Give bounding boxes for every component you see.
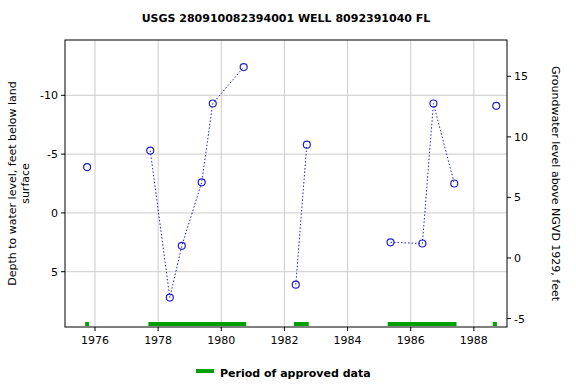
approved-period (85, 322, 89, 326)
plot-background (65, 40, 507, 327)
x-grid (347, 40, 348, 327)
y2-tick (507, 76, 511, 77)
y2-tick-label: 10 (514, 131, 528, 144)
y-tick (61, 95, 65, 96)
x-tick-label: 1982 (270, 334, 298, 347)
y-axis-label: Depth to water level, feet below landsur… (6, 81, 32, 286)
approved-period (388, 322, 457, 326)
y2-tick (507, 197, 511, 198)
data-point (419, 240, 426, 247)
x-tick (473, 327, 474, 331)
x-grid (94, 40, 95, 327)
data-point (451, 180, 458, 187)
y-tick-label: 0 (51, 207, 58, 220)
data-point (493, 102, 500, 109)
data-point (430, 100, 437, 107)
plot-frame (65, 40, 507, 327)
x-tick (158, 327, 159, 331)
y-grid (65, 95, 507, 96)
y-grid (65, 212, 507, 213)
data-point (240, 64, 247, 71)
y2-tick (507, 318, 511, 319)
y2-tick-label: -5 (514, 313, 525, 326)
data-point (166, 294, 173, 301)
approved-period (294, 322, 309, 326)
x-tick-label: 1986 (397, 334, 425, 347)
y-tick-label: -10 (40, 89, 58, 102)
approved-period (493, 322, 497, 326)
x-tick-label: 1988 (460, 334, 488, 347)
x-tick-label: 1976 (81, 334, 109, 347)
x-tick (221, 327, 222, 331)
data-point (178, 242, 185, 249)
x-tick-label: 1980 (207, 334, 235, 347)
x-tick (94, 327, 95, 331)
y-grid (65, 271, 507, 272)
x-grid (284, 40, 285, 327)
x-grid (410, 40, 411, 327)
data-layer (84, 64, 500, 326)
y-grid (65, 154, 507, 155)
y2-tick (507, 136, 511, 137)
data-point (209, 100, 216, 107)
data-point (303, 141, 310, 148)
y-tick (61, 271, 65, 272)
data-point (84, 164, 91, 171)
y-tick (61, 154, 65, 155)
y2-tick-label: 0 (514, 252, 521, 265)
x-tick (347, 327, 348, 331)
y2-tick-label: 15 (514, 70, 528, 83)
y2-tick (507, 257, 511, 258)
y2-axis-label: Groundwater level above NGVD 1929, feet (549, 66, 562, 302)
y-tick-label: 5 (51, 266, 58, 279)
legend-label: Period of approved data (220, 367, 371, 380)
x-grid (473, 40, 474, 327)
legend-swatch (196, 369, 214, 373)
data-point (387, 239, 394, 246)
approved-period (148, 322, 246, 326)
chart: USGS 280910082394001 WELL 8092391040 FL 1… (0, 0, 576, 384)
series-line (150, 67, 496, 298)
y-tick (61, 212, 65, 213)
title: USGS 280910082394001 WELL 8092391040 FL (142, 12, 431, 25)
x-tick-label: 1978 (144, 334, 172, 347)
x-grid (158, 40, 159, 327)
x-tick (410, 327, 411, 331)
y2-tick-label: 5 (514, 191, 521, 204)
y-tick-label: -5 (47, 148, 58, 161)
x-tick-label: 1984 (334, 334, 362, 347)
data-point (292, 281, 299, 288)
data-point (147, 147, 154, 154)
y-axis-label-line: Depth to water level, feet below land (6, 81, 19, 286)
x-grid (221, 40, 222, 327)
x-tick (284, 327, 285, 331)
y-axis-label-line: surface (19, 163, 32, 204)
data-point (198, 179, 205, 186)
